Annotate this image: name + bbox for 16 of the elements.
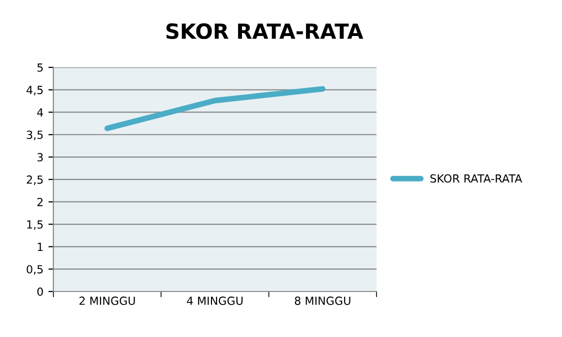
- y-tick-label: 0: [37, 287, 43, 296]
- y-tick-label: 0,5: [26, 265, 43, 275]
- y-tick-label: 3,5: [26, 130, 43, 140]
- y-tick-label: 1,5: [27, 220, 43, 230]
- chart-title: SKOR RATA-RATA: [166, 23, 364, 40]
- x-tick-label: 8 MINGGU: [294, 296, 350, 305]
- y-tick-label: 1: [38, 242, 43, 251]
- y-tick-label: 3: [37, 153, 43, 162]
- x-tick-label: 4 MINGGU: [186, 296, 243, 305]
- y-tick-label: 2: [37, 198, 43, 206]
- y-tick-label: 5: [37, 64, 43, 72]
- x-tick-label: 2 MINGGU: [80, 296, 135, 305]
- y-tick-label: 4: [37, 108, 44, 116]
- legend-label: SKOR RATA-RATA: [430, 174, 522, 183]
- y-tick-label: 2,5: [26, 175, 43, 185]
- y-tick-label: 4,5: [26, 86, 43, 96]
